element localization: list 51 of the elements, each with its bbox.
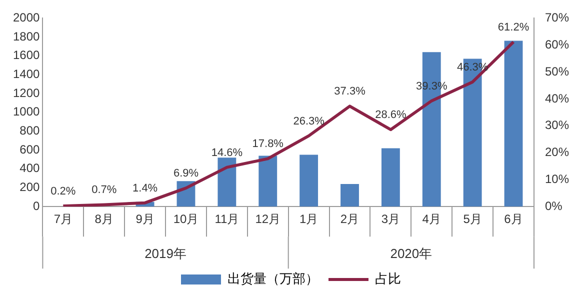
y-tick-label: 0 [33,198,40,213]
x-tick-label: 3月 [381,212,400,226]
y2-tick-label: 20% [544,145,570,160]
x-tick-label: 9月 [136,212,154,226]
bar [381,148,400,207]
data-label: 14.6% [211,146,243,159]
bar [340,184,359,207]
y2-tick-label: 30% [544,118,570,132]
x-tick-label: 11月 [214,212,240,226]
bar [300,154,318,207]
x-tick-label: 6月 [504,212,523,226]
y2-tick-label: 0% [544,198,563,213]
x-tick-label: 12月 [255,212,281,226]
y-tick-label: 1400 [12,67,40,82]
data-label: 17.8% [252,138,284,150]
data-label: 26.3% [293,115,325,128]
text: 2020年 [390,246,432,262]
data-label: 1.4% [132,182,158,194]
y-tick-label: 200 [20,180,40,194]
data-label: 0.2% [50,186,76,198]
legend-label: 出货量（万部） [228,271,318,286]
y-tick-label: 800 [20,124,40,138]
bar [218,158,236,207]
y2-tick-label: 60% [544,37,570,52]
data-label: 0.7% [92,184,117,196]
y-tick-label: 1000 [12,104,40,119]
data-label: 6.9% [173,168,199,180]
text: 2019年 [144,246,186,262]
x-tick-label: 5月 [463,212,482,226]
data-label: 37.3% [334,86,366,98]
bar [504,40,523,207]
data-label: 61.2% [498,21,530,34]
y2-tick-label: 70% [544,10,570,25]
bar [258,156,278,207]
x-tick-label: 2月 [340,212,360,226]
x-tick-label: 8月 [94,212,114,226]
legend-label: 占比 [375,271,401,286]
y-tick-label: 400 [20,161,40,176]
data-label: 28.6% [375,109,406,122]
x-tick-label: 1月 [299,212,318,226]
x-tick-label: 7月 [54,212,73,226]
y-tick-label: 1800 [12,29,40,44]
y-tick-label: 2000 [12,10,40,25]
x-tick-label: 10月 [173,212,199,226]
y2-tick-label: 50% [544,64,570,78]
y2-tick-label: 40% [544,91,570,106]
y-tick-label: 600 [20,142,40,156]
x-tick-label: 4月 [422,212,441,226]
y2-tick-label: 10% [544,172,570,186]
y-tick-label: 1600 [12,48,40,62]
y-tick-label: 1200 [12,86,40,100]
